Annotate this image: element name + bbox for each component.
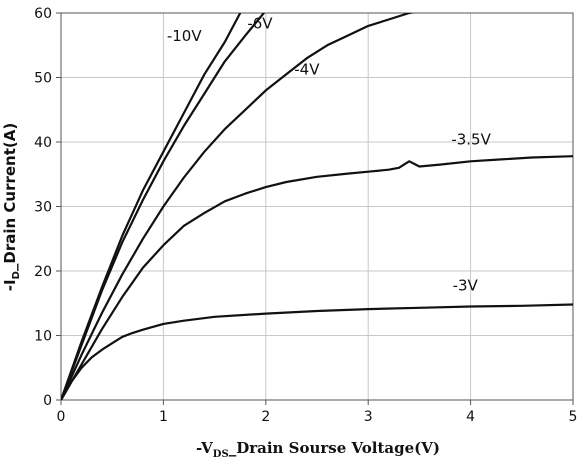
x-tick-label: 1: [159, 409, 168, 425]
series-line-3: [61, 13, 416, 400]
series-label-5: -3V: [453, 276, 479, 294]
y-tick-label: 30: [34, 200, 52, 216]
y-axis-title: -ID_Drain Current(A): [1, 123, 22, 291]
series-label-4: -3.5V: [451, 130, 491, 148]
series-label-3: -4V: [294, 60, 320, 78]
y-tick-label: 50: [34, 71, 52, 87]
y-tick-label: 60: [34, 6, 52, 22]
y-tick-label: 10: [34, 329, 52, 345]
series-line-5: [61, 303, 573, 400]
y-tick-label: 0: [43, 393, 52, 409]
x-tick-label: 5: [569, 409, 577, 425]
series-line-2: [61, 13, 265, 400]
x-axis-title: -VDS_Drain Sourse Voltage(V): [196, 439, 440, 460]
y-tick-label: 20: [34, 264, 52, 280]
series-line-1: [61, 13, 242, 400]
x-axis-title-suffix: _Drain Sourse Voltage(V): [229, 439, 440, 457]
y-tick-label: 40: [34, 135, 52, 151]
x-tick-label: 3: [364, 409, 373, 425]
series-labels: -10V -6V -4V -3.5V -3V: [167, 15, 492, 295]
y-axis-title-prefix: -I: [1, 279, 19, 291]
x-axis-title-prefix: -V: [196, 439, 213, 457]
series-line-4: [61, 155, 573, 400]
x-tick-label: 2: [261, 409, 270, 425]
y-axis-title-subscript: D: [11, 271, 22, 279]
data-series: [61, 13, 573, 400]
x-tick-label: 0: [57, 409, 66, 425]
y-axis-title-suffix: _Drain Current(A): [1, 123, 19, 271]
x-axis-title-subscript: DS: [213, 449, 229, 460]
series-label-2: -6V: [247, 15, 273, 33]
series-label-1: -10V: [167, 27, 202, 45]
x-tick-label: 4: [466, 409, 475, 425]
